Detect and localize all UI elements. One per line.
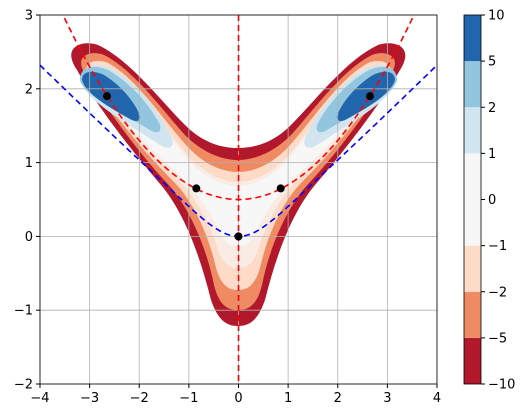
critical-point-marker	[102, 92, 111, 101]
x-axis-ticks: −4 −3 −2 −1 0 1 2 3 4	[30, 384, 441, 406]
y-tick-label: 2	[25, 82, 33, 97]
colorbar-tick-label: −10	[488, 378, 515, 393]
critical-point-marker	[192, 184, 201, 193]
x-tick-label: −1	[179, 391, 198, 406]
colorbar-tick-label: 5	[488, 55, 496, 70]
colorbar-tick-label: −1	[488, 239, 507, 254]
colorbar-swatch	[464, 291, 481, 338]
colorbar-swatch	[464, 61, 481, 108]
colorbar-swatch	[464, 245, 481, 292]
x-tick-label: 4	[433, 391, 441, 406]
red-dashed-parabola	[62, 15, 415, 201]
colorbar-tick-label: −2	[488, 285, 507, 300]
y-tick-label: 3	[25, 9, 33, 24]
y-tick-label: 1	[25, 156, 33, 171]
colorbar-swatch	[464, 153, 481, 200]
colorbar-swatch	[464, 337, 481, 384]
colorbar-tick-label: 2	[488, 101, 496, 116]
y-tick-label: 0	[25, 230, 33, 245]
x-tick-label: −2	[130, 391, 149, 406]
colorbar-tick-label: 1	[488, 147, 496, 162]
colorbar-tick-label: 0	[488, 193, 496, 208]
colorbar-tick-label: 10	[488, 9, 505, 24]
x-tick-label: 0	[234, 391, 242, 406]
critical-points	[102, 92, 375, 241]
x-tick-label: 1	[284, 391, 292, 406]
colorbar-swatch	[464, 199, 481, 246]
x-tick-label: −4	[30, 391, 49, 406]
colorbar-swatch	[464, 107, 481, 154]
y-tick-label: −1	[14, 304, 33, 319]
colorbar-swatch	[464, 15, 481, 62]
y-tick-label: −2	[14, 378, 33, 393]
colorbar-tick-label: −5	[488, 331, 507, 346]
x-tick-label: 3	[383, 391, 391, 406]
x-tick-label: 2	[334, 391, 342, 406]
contour-band-pos5-left	[82, 71, 141, 121]
critical-point-marker	[234, 232, 243, 241]
y-axis-ticks: −2 −1 0 1 2 3	[14, 9, 40, 393]
critical-point-marker	[366, 92, 375, 101]
x-tick-label: −3	[80, 391, 99, 406]
contour-band-pos5-right	[336, 71, 395, 121]
critical-point-marker	[276, 184, 285, 193]
